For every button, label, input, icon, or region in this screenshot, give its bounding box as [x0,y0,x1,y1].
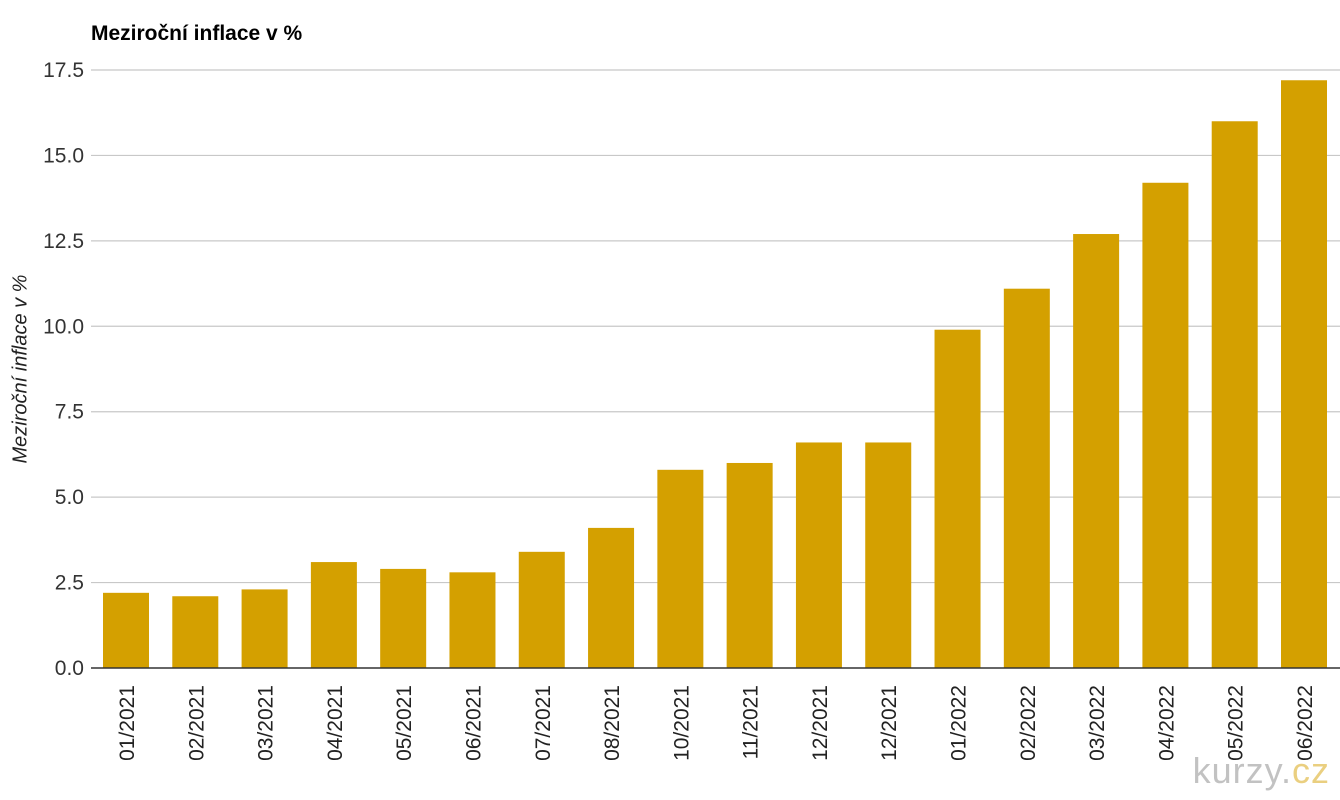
bar [726,462,773,668]
x-tick-label: 06/2021 [462,685,485,761]
bar [449,572,496,668]
bar [241,589,288,668]
bar [1281,80,1327,669]
bar [380,568,427,668]
x-tick-label: 12/2021 [878,685,901,761]
x-tick-label: 10/2021 [670,685,693,761]
chart-title: Meziroční inflace v % [91,22,303,45]
bar [103,592,149,668]
bar [1003,288,1050,668]
y-tick-label: 10.0 [43,315,84,338]
bar [1142,182,1189,668]
bar [518,551,565,668]
x-tick-label: 06/2022 [1294,685,1317,761]
x-tick-label: 08/2021 [601,685,624,761]
x-tick-label: 04/2021 [324,685,347,761]
y-tick-label: 0.0 [55,657,84,680]
y-tick-label: 7.5 [55,401,84,424]
y-tick-label: 15.0 [43,144,84,167]
x-tick-label: 01/2021 [116,685,139,761]
kurzy-cz-watermark: kurzy.cz [1193,750,1330,792]
watermark-accent: cz [1292,750,1330,791]
x-tick-label: 02/2022 [1017,685,1040,761]
x-tick-label: 07/2021 [532,685,555,761]
x-tick-label: 03/2022 [1086,685,1109,761]
bar [172,596,219,668]
bar [795,442,842,668]
x-tick-label: 04/2022 [1155,685,1178,761]
x-tick-label: 02/2021 [185,685,208,761]
bar [310,562,357,668]
x-tick-label: 05/2021 [393,685,416,761]
bar [865,442,912,668]
x-tick-label: 11/2021 [740,685,763,759]
x-tick-label: 12/2021 [809,685,832,761]
y-tick-label: 2.5 [55,572,84,595]
x-tick-label: 01/2022 [948,685,971,761]
y-tick-label: 12.5 [43,230,84,253]
bar [934,329,981,668]
bar [1211,121,1258,668]
bar [1073,234,1120,668]
bar [588,527,635,668]
x-tick-label: 03/2021 [255,685,278,761]
y-tick-label: 5.0 [55,486,84,509]
x-tick-label: 05/2022 [1225,685,1248,761]
watermark-main: kurzy. [1192,750,1292,791]
y-tick-label: 17.5 [43,59,84,82]
bar [657,469,704,668]
